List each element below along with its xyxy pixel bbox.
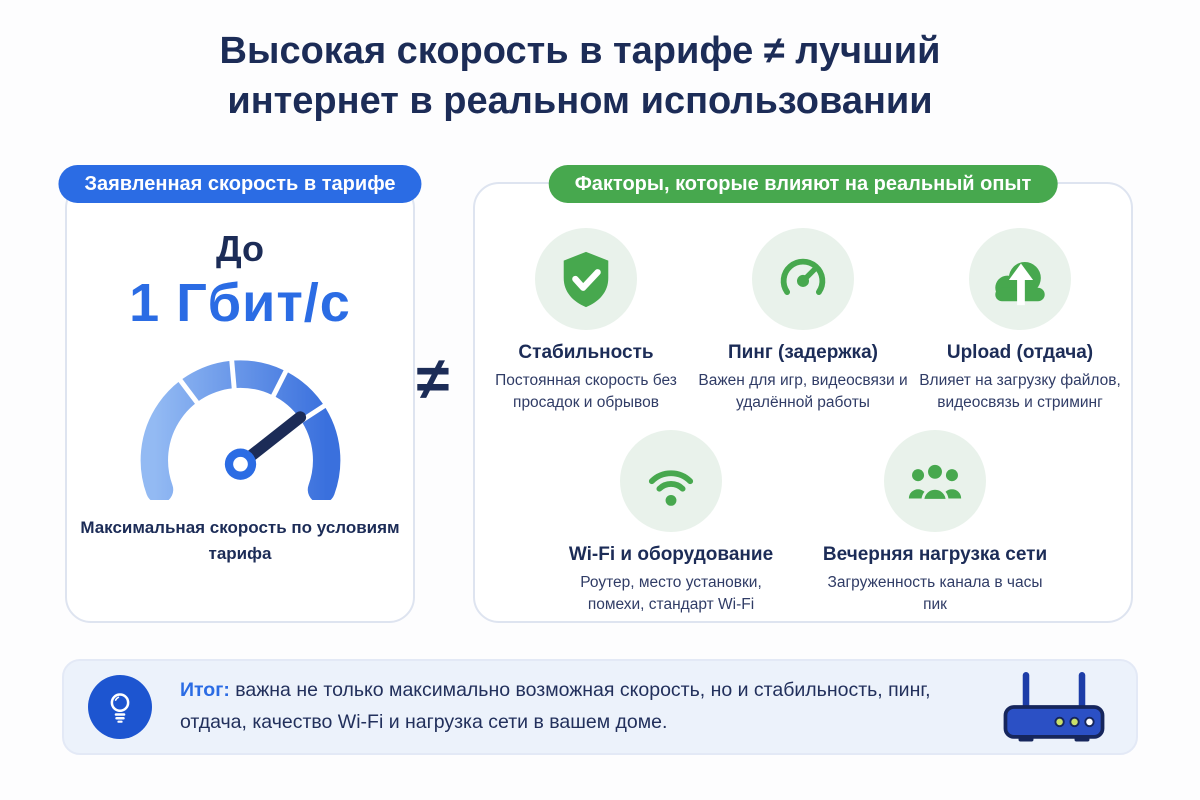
factors-row-2: Wi-Fi и оборудование Роутер, место устан… [475,430,1131,616]
factor-title: Вечерняя нагрузка сети [822,544,1048,565]
summary-text: Итог: важна не только максимально возмож… [180,675,980,738]
shield-check-icon [535,228,637,330]
factor-title: Upload (отдача) [946,342,1094,363]
speed-prefix-label: До [215,228,265,269]
factor-title: Пинг (задержка) [728,342,878,363]
factors-card-header-pill: Факторы, которые влияют на реальный опыт [548,165,1058,203]
factors-grid: Стабильность Постоянная скорость без про… [475,184,1131,616]
summary-body: важна не только максимально возможная ск… [180,679,931,733]
factor-description: Роутер, место установки, помехи, стандар… [580,574,762,613]
factor-description: Влияет на загрузку файлов, видеосвязь и … [919,372,1121,411]
summary-label: Итог: [180,679,230,702]
cloud-upload-icon [969,228,1071,330]
factor-evening-load: Вечерняя нагрузка сети Загруженность кан… [817,430,1053,616]
router-icon [998,665,1110,749]
summary-banner: Итог: важна не только максимально возмож… [62,659,1138,755]
page-title: Высокая скорость в тарифе ≠ лучший интер… [0,26,1160,126]
speedometer-gauge-icon [123,350,358,505]
tariff-card-content: До 1 Гбит/с [67,184,413,621]
tariff-card-header-pill: Заявленная скорость в тарифе [58,165,422,203]
factor-upload: Upload (отдача) Влияет на загрузку файло… [914,228,1126,414]
wifi-icon [620,430,722,532]
lightbulb-icon [88,675,152,739]
factor-description: Важен для игр, видеосвязи и удалённой ра… [698,372,908,411]
people-group-icon [884,430,986,532]
ping-gauge-icon [752,228,854,330]
factor-title: Wi-Fi и оборудование [568,544,774,565]
page-title-line-2: интернет в реальном использовании [227,80,933,123]
factor-ping: Пинг (задержка) Важен для игр, видеосвяз… [697,228,909,414]
factors-row-1: Стабильность Постоянная скорость без про… [475,228,1131,414]
speed-value-label: 1 Гбит/с [129,273,351,333]
page-title-line-1: Высокая скорость в тарифе ≠ лучший [219,30,941,72]
not-equal-symbol: ≠ [416,345,450,412]
tariff-speed-card: Заявленная скорость в тарифе До 1 Гбит/с [58,165,422,623]
tariff-card-caption: Максимальная скорость по условиям тарифа [80,518,400,563]
factor-title: Стабильность [518,342,654,363]
factor-stability: Стабильность Постоянная скорость без про… [480,228,692,414]
factor-wifi: Wi-Fi и оборудование Роутер, место устан… [553,430,789,616]
factor-description: Постоянная скорость без просадок и обрыв… [495,372,677,411]
factors-card: Факторы, которые влияют на реальный опыт… [473,165,1133,623]
factor-description: Загруженность канала в часы пик [827,574,1043,613]
